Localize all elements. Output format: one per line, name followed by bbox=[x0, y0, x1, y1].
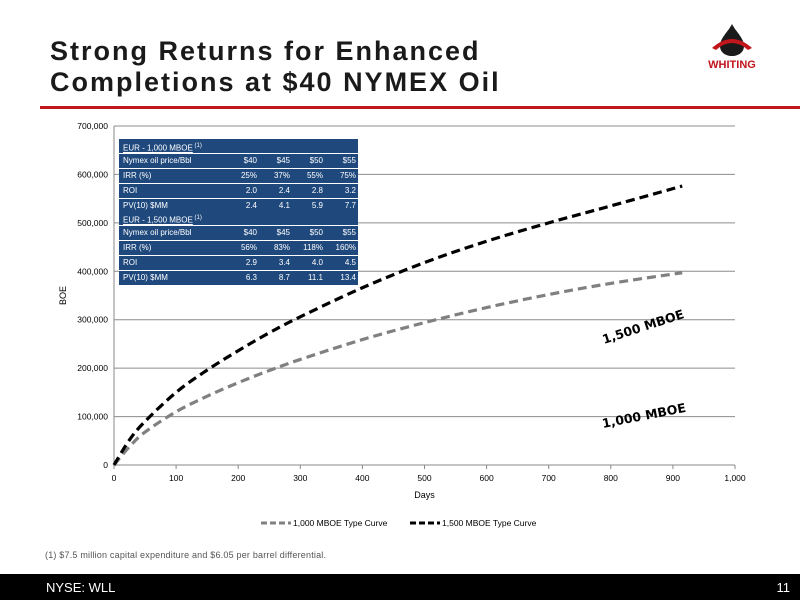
table-cell: $45 bbox=[276, 228, 290, 237]
y-tick-label: 0 bbox=[103, 460, 108, 470]
table-cell: 2.4 bbox=[245, 201, 257, 210]
y-tick-label: 100,000 bbox=[77, 412, 108, 422]
whiting-logo: WHITING bbox=[698, 22, 766, 74]
table-row: Nymex oil price/Bbl $40 $45 $50 $55 bbox=[119, 226, 358, 241]
x-tick-label: 200 bbox=[231, 473, 245, 483]
x-tick-label: 400 bbox=[355, 473, 369, 483]
title-divider bbox=[40, 106, 800, 109]
logo-text: WHITING bbox=[708, 59, 756, 71]
y-tick-label: 200,000 bbox=[77, 363, 108, 373]
ticker-label: NYSE: WLL bbox=[46, 580, 116, 595]
footnote: (1) $7.5 million capital expenditure and… bbox=[45, 550, 327, 560]
table-cell: $40 bbox=[243, 228, 257, 237]
table-cell: 4.5 bbox=[344, 258, 356, 267]
legend-label: 1,500 MBOE Type Curve bbox=[442, 518, 537, 528]
table-cell: 6.3 bbox=[245, 273, 257, 282]
table-cell: 2.4 bbox=[278, 186, 290, 195]
table-cell: 75% bbox=[339, 171, 356, 180]
row-label: IRR (%) bbox=[123, 171, 152, 180]
chart-area: 0 100,000 200,000 300,000 400,000 500,000 600,… bbox=[0, 112, 800, 544]
table-cell: $55 bbox=[342, 228, 356, 237]
x-tick-label: 900 bbox=[666, 473, 680, 483]
y-tick-label: 500,000 bbox=[77, 218, 108, 228]
table-row: Nymex oil price/Bbl $40 $45 $50 $55 bbox=[119, 154, 358, 169]
table-cell: 2.0 bbox=[245, 186, 257, 195]
table-cell: 56% bbox=[240, 243, 257, 252]
table-cell: 2.9 bbox=[245, 258, 257, 267]
x-tick-label: 700 bbox=[542, 473, 556, 483]
footer-bar: NYSE: WLL 11 bbox=[0, 574, 800, 600]
table-row: IRR (%) 25% 37% 55% 75% bbox=[119, 169, 358, 184]
y-axis-label: BOE bbox=[58, 286, 68, 305]
table-cell: 11.1 bbox=[308, 273, 323, 282]
table-row: PV(10) $MM 6.3 8.7 11.1 13.4 bbox=[119, 271, 358, 285]
y-tick-label: 400,000 bbox=[77, 266, 108, 276]
row-label: PV(10) $MM bbox=[123, 201, 168, 210]
table-cell: 13.4 bbox=[340, 273, 356, 282]
table-row: PV(10) $MM 2.4 4.1 5.9 7.7 bbox=[119, 199, 358, 213]
type-curve-chart: 0 100,000 200,000 300,000 400,000 500,000 600,… bbox=[58, 121, 746, 528]
annotation-1000: 1,000 MBOE bbox=[601, 400, 687, 431]
series-line-1500-mboe bbox=[112, 184, 683, 466]
page-number: 11 bbox=[776, 580, 791, 595]
x-tick-label: 100 bbox=[169, 473, 183, 483]
table-cell: 4.1 bbox=[278, 201, 290, 210]
table-cell: 37% bbox=[273, 171, 290, 180]
x-tick-label: 600 bbox=[480, 473, 494, 483]
x-axis-label: Days bbox=[414, 490, 435, 500]
x-tick-label: 300 bbox=[293, 473, 307, 483]
legend-label: 1,000 MBOE Type Curve bbox=[293, 518, 388, 528]
table-title: EUR - 1,500 MBOE (1) bbox=[119, 211, 358, 226]
table-cell: 118% bbox=[303, 243, 323, 252]
table-row: IRR (%) 56% 83% 118% 160% bbox=[119, 241, 358, 256]
table-cell: 4.0 bbox=[311, 258, 323, 267]
table-cell: 83% bbox=[273, 243, 290, 252]
x-tick-label: 1,000 bbox=[724, 473, 746, 483]
table-cell: $40 bbox=[243, 156, 257, 165]
row-label: ROI bbox=[123, 186, 138, 195]
x-tick-label: 0 bbox=[112, 473, 117, 483]
table-cell: $45 bbox=[276, 156, 290, 165]
table-title: EUR - 1,000 MBOE (1) bbox=[119, 139, 358, 154]
y-tick-label: 700,000 bbox=[77, 121, 108, 131]
table-cell: 2.8 bbox=[311, 186, 323, 195]
table-cell: 3.2 bbox=[344, 186, 356, 195]
page-title: Strong Returns for Enhanced Completions … bbox=[50, 36, 501, 97]
table-cell: 25% bbox=[240, 171, 257, 180]
economics-table-1000: EUR - 1,000 MBOE (1) Nymex oil price/Bbl $… bbox=[119, 139, 358, 213]
table-cell: 8.7 bbox=[278, 273, 290, 282]
annotation-1500: 1,500 MBOE bbox=[600, 306, 686, 347]
table-cell: 3.4 bbox=[278, 258, 290, 267]
y-tick-label: 300,000 bbox=[77, 315, 108, 325]
table-cell: $50 bbox=[309, 156, 323, 165]
series-line-1000-mboe bbox=[112, 271, 683, 467]
x-tick-label: 800 bbox=[604, 473, 618, 483]
table-cell: $55 bbox=[342, 156, 356, 165]
row-label: IRR (%) bbox=[123, 243, 152, 252]
table-cell: 7.7 bbox=[344, 201, 356, 210]
table-cell: 55% bbox=[306, 171, 323, 180]
economics-table-1500: EUR - 1,500 MBOE (1) Nymex oil price/Bbl $… bbox=[119, 211, 358, 285]
row-label: Nymex oil price/Bbl bbox=[123, 228, 192, 237]
x-tick-label: 500 bbox=[417, 473, 431, 483]
table-cell: $50 bbox=[309, 228, 323, 237]
row-label: PV(10) $MM bbox=[123, 273, 168, 282]
table-cell: 160% bbox=[335, 243, 356, 252]
table-row: ROI 2.9 3.4 4.0 4.5 bbox=[119, 256, 358, 271]
row-label: ROI bbox=[123, 258, 138, 267]
table-row: ROI 2.0 2.4 2.8 3.2 bbox=[119, 184, 358, 199]
row-label: Nymex oil price/Bbl bbox=[123, 156, 192, 165]
table-cell: 5.9 bbox=[311, 201, 323, 210]
y-tick-label: 600,000 bbox=[77, 169, 108, 179]
